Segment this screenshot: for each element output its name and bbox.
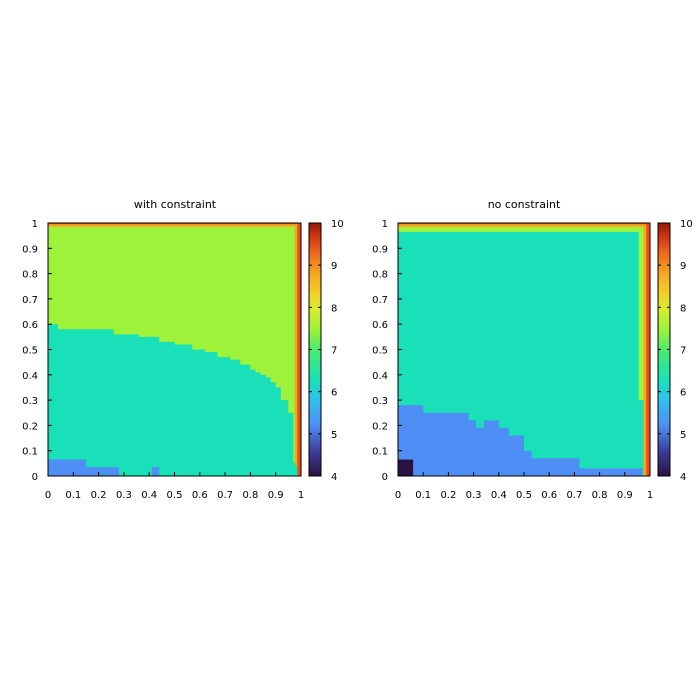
y-tick-label: 0 [382,472,388,483]
colorbar-tick-label: 10 [331,219,344,230]
heatmap-lowest-region [48,459,119,476]
y-tick-label: 0.4 [22,371,38,382]
colorbar-tick-label: 6 [331,388,337,399]
heatmap-middle-edge-strip [638,400,644,476]
x-tick-label: 0.2 [440,490,456,501]
y-tick-label: 0.8 [372,270,388,281]
y-tick-label: 0.8 [22,270,38,281]
x-tick-label: 0.2 [91,490,107,501]
x-tick-label: 0.4 [141,490,157,501]
heatmap-lowest-region [398,405,643,476]
x-tick-label: 0.7 [566,490,582,501]
y-tick-label: 0.2 [372,421,388,432]
x-tick-label: 0.4 [491,490,507,501]
y-tick-label: 0.5 [372,346,388,357]
colorbar-tick-label: 7 [680,346,686,357]
y-tick-label: 0.1 [372,447,388,458]
colorbar-tick-label: 10 [680,219,693,230]
x-tick-label: 1 [647,490,653,501]
heatmap-area [48,223,301,476]
x-tick-label: 0.3 [466,490,482,501]
colorbar-tick-label: 8 [331,303,337,314]
x-tick-label: 0.8 [242,490,258,501]
colorbar-tick-label: 5 [680,430,686,441]
x-tick-label: 0.1 [65,490,81,501]
x-tick-label: 1 [298,490,304,501]
colorbar-tick-label: 9 [331,261,337,272]
colorbar-tick-label: 8 [680,303,686,314]
colorbar-tick-label: 6 [680,388,686,399]
x-tick-label: 0 [395,490,401,501]
chart-title: no constraint [488,198,561,211]
panel-with-constraint: with constraint 0 0.1 0.2 0.3 0.4 0.5 0.6 0.7 0.… [22,198,344,501]
chart-title: with constraint [134,198,217,211]
y-tick-label: 0.3 [372,396,388,407]
y-tick-label: 0.6 [22,320,38,331]
y-tick-label: 1 [32,219,38,230]
y-tick-label: 0.2 [22,421,38,432]
x-tick-label: 0 [45,490,51,501]
y-tick-label: 0.4 [372,371,388,382]
x-tick-label: 0.6 [541,490,557,501]
x-tick-label: 0.3 [116,490,132,501]
heatmap-middle-region [48,324,298,476]
y-tick-label: 0.5 [22,346,38,357]
x-tick-label: 0.9 [268,490,284,501]
x-tick-label: 0.8 [592,490,608,501]
colorbar-tick-label: 4 [331,472,337,483]
colorbar-tick-label: 9 [680,261,686,272]
y-tick-label: 0.7 [22,295,38,306]
x-tick-label: 0.5 [516,490,532,501]
y-tick-label: 0.7 [372,295,388,306]
heatmap-corner-low-region [398,459,414,476]
y-tick-label: 0.1 [22,447,38,458]
x-tick-label: 0.6 [192,490,208,501]
heatmap-lowest-spot [151,467,160,476]
colorbar-tick-label: 4 [680,472,686,483]
x-tick-label: 0.9 [617,490,633,501]
y-tick-label: 0 [32,472,38,483]
colorbar-tick-label: 5 [331,430,337,441]
x-tick-label: 0.1 [415,490,431,501]
y-tick-label: 0.9 [22,244,38,255]
y-tick-label: 1 [382,219,388,230]
panel-no-constraint: no constraint 0 0.1 0.2 0.3 0.4 0.5 0.6 0.7 0.8 0… [372,198,693,501]
heatmap-area [398,223,650,476]
x-tick-label: 0.5 [167,490,183,501]
y-tick-label: 0.3 [22,396,38,407]
y-tick-label: 0.6 [372,320,388,331]
x-tick-label: 0.7 [217,490,233,501]
y-tick-label: 0.9 [372,244,388,255]
colorbar-tick-label: 7 [331,346,337,357]
